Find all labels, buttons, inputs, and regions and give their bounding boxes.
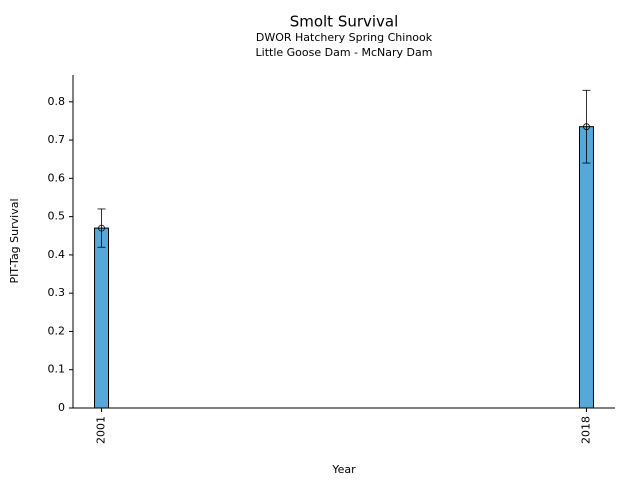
x-tick-label: 2018 — [579, 416, 592, 444]
y-tick-label: 0.1 — [48, 363, 66, 376]
error-bar — [97, 208, 106, 248]
y-tick-label: 0.7 — [48, 133, 66, 146]
y-tick-label: 0.3 — [48, 286, 66, 299]
chart-title: Smolt Survival — [290, 13, 399, 31]
point-marker — [583, 123, 590, 131]
y-axis-label: PIT-Tag Survival — [8, 198, 21, 283]
point-marker — [98, 224, 105, 232]
x-axis-label: Year — [331, 463, 356, 476]
y-tick-label: 0.6 — [48, 171, 66, 184]
bar — [94, 227, 110, 409]
error-bar — [582, 89, 591, 164]
bar — [578, 126, 594, 409]
chart-subtitle: DWOR Hatchery Spring Chinook — [256, 31, 433, 44]
chart-subtitle: Little Goose Dam - McNary Dam — [256, 46, 433, 59]
y-tick-label: 0 — [58, 401, 65, 414]
x-tick-label: 2001 — [95, 416, 108, 444]
y-tick-label: 0.2 — [48, 324, 66, 337]
y-tick-label: 0.4 — [48, 248, 66, 261]
y-tick-label: 0.8 — [48, 95, 66, 108]
y-tick-label: 0.5 — [48, 210, 66, 223]
